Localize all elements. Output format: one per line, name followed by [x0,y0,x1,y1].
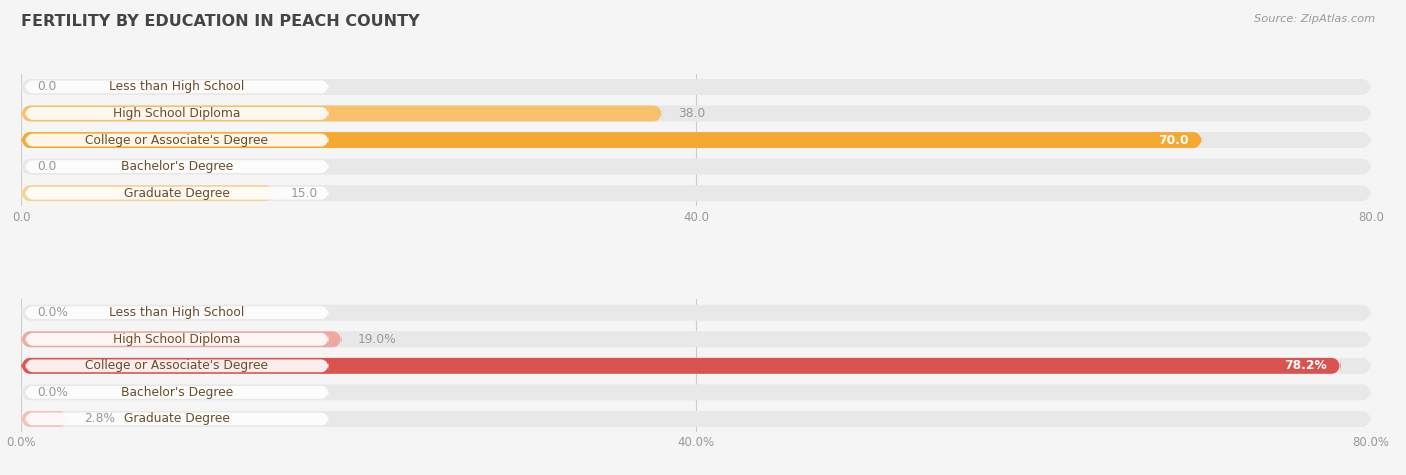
Text: Bachelor's Degree: Bachelor's Degree [121,160,233,173]
Text: 70.0: 70.0 [1159,133,1188,146]
Text: College or Associate's Degree: College or Associate's Degree [86,360,269,372]
Text: Bachelor's Degree: Bachelor's Degree [121,386,233,399]
FancyBboxPatch shape [25,386,329,399]
FancyBboxPatch shape [21,331,342,347]
Text: 2.8%: 2.8% [84,412,115,426]
Text: High School Diploma: High School Diploma [114,107,240,120]
FancyBboxPatch shape [21,132,1202,148]
Text: 38.0: 38.0 [679,107,706,120]
FancyBboxPatch shape [21,185,274,201]
FancyBboxPatch shape [21,358,1340,374]
Text: 0.0%: 0.0% [38,306,67,319]
FancyBboxPatch shape [21,132,1371,148]
FancyBboxPatch shape [21,305,1371,321]
FancyBboxPatch shape [21,358,1371,374]
Text: Graduate Degree: Graduate Degree [124,412,231,426]
Text: Less than High School: Less than High School [110,80,245,94]
Text: 0.0: 0.0 [38,160,56,173]
FancyBboxPatch shape [21,159,1371,175]
FancyBboxPatch shape [25,133,329,146]
FancyBboxPatch shape [25,160,329,173]
FancyBboxPatch shape [21,411,1371,427]
FancyBboxPatch shape [21,185,1371,201]
FancyBboxPatch shape [21,384,1371,400]
FancyBboxPatch shape [25,333,329,346]
Text: 15.0: 15.0 [291,187,318,200]
Text: Graduate Degree: Graduate Degree [124,187,231,200]
Text: High School Diploma: High School Diploma [114,333,240,346]
Text: 78.2%: 78.2% [1284,360,1327,372]
FancyBboxPatch shape [25,81,329,93]
FancyBboxPatch shape [25,187,329,200]
Text: 0.0%: 0.0% [38,386,67,399]
FancyBboxPatch shape [25,306,329,319]
FancyBboxPatch shape [21,105,1371,122]
Text: Source: ZipAtlas.com: Source: ZipAtlas.com [1254,14,1375,24]
FancyBboxPatch shape [21,79,1371,95]
FancyBboxPatch shape [25,107,329,120]
FancyBboxPatch shape [21,331,1371,347]
Text: Less than High School: Less than High School [110,306,245,319]
FancyBboxPatch shape [21,105,662,122]
Text: 19.0%: 19.0% [359,333,396,346]
FancyBboxPatch shape [25,413,329,425]
Text: 0.0: 0.0 [38,80,56,94]
Text: College or Associate's Degree: College or Associate's Degree [86,133,269,146]
Text: FERTILITY BY EDUCATION IN PEACH COUNTY: FERTILITY BY EDUCATION IN PEACH COUNTY [21,14,420,29]
FancyBboxPatch shape [21,411,69,427]
FancyBboxPatch shape [25,360,329,372]
